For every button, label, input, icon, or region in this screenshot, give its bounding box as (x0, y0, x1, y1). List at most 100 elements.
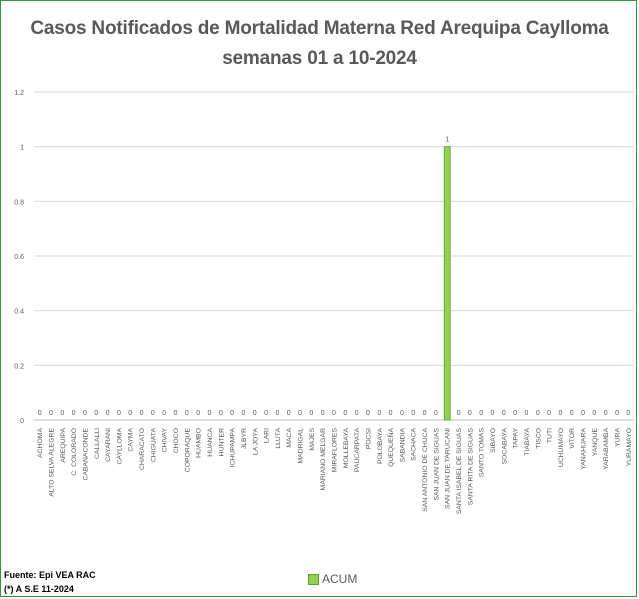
data-label: 0 (491, 410, 495, 417)
data-label: 0 (309, 410, 313, 417)
data-label: 0 (208, 410, 212, 417)
x-tick-label: TISCO (535, 428, 542, 449)
legend: ACUM (308, 572, 357, 586)
data-label: 0 (264, 410, 268, 417)
x-tick-label: YANQUE (592, 428, 599, 457)
data-label: 0 (230, 410, 234, 417)
data-label: 0 (219, 410, 223, 417)
data-label: 0 (457, 410, 461, 417)
x-tick-label: C. COLORADO (71, 428, 78, 476)
x-tick-label: MARIANO MELGAR (320, 428, 327, 490)
x-tick-label: CAYLLOMA (116, 428, 123, 465)
data-label: 0 (151, 410, 155, 417)
data-label: 0 (411, 410, 415, 417)
y-tick-label: 0.4 (14, 309, 24, 316)
data-label: 0 (60, 410, 64, 417)
data-label: 0 (241, 410, 245, 417)
x-tick-label: PAUCARPATA (354, 428, 361, 473)
data-label: 0 (479, 410, 483, 417)
data-label: 0 (626, 410, 630, 417)
x-tick-label: LLUTA (275, 428, 282, 449)
data-label: 0 (592, 410, 596, 417)
x-tick-label: UCHUMAYO (558, 428, 565, 467)
data-label: 0 (468, 410, 472, 417)
x-tick-label: HUAMBO (196, 428, 203, 458)
x-tick-label: YARABAMBA (603, 428, 610, 470)
data-label: 0 (196, 410, 200, 417)
x-tick-label: YANAHUARA (581, 428, 588, 470)
data-label: 0 (185, 410, 189, 417)
x-tick-label: LARI (264, 428, 271, 443)
x-tick-label: POLOBAYA (377, 428, 384, 464)
data-label: 0 (72, 410, 76, 417)
data-label: 0 (502, 410, 506, 417)
x-tick-label: YURAMAYO (626, 428, 633, 466)
source-date-note: (*) A S.E 11-2024 (4, 584, 74, 594)
x-tick-label: ALTO SELVA ALEGRE (48, 428, 55, 497)
data-label: 0 (524, 410, 528, 417)
data-label: 0 (434, 410, 438, 417)
data-label: 0 (117, 410, 121, 417)
x-tick-label: CAYMA (128, 428, 135, 452)
data-label: 0 (106, 410, 110, 417)
data-label: 0 (94, 410, 98, 417)
data-label: 0 (604, 410, 608, 417)
x-tick-label: MAJES (309, 428, 316, 451)
chart-title: Casos Notificados de Mortalidad Materna … (30, 18, 609, 39)
x-tick-label: MOLLEBAYA (343, 428, 350, 469)
data-label: 0 (140, 410, 144, 417)
x-tick-label: LA JOYA (252, 428, 259, 456)
data-label: 0 (377, 410, 381, 417)
x-tick-label: AREQUIPA (60, 428, 67, 463)
data-label: 1 (445, 137, 449, 144)
x-tick-label: ACHOMA (37, 428, 44, 458)
data-label: 0 (275, 410, 279, 417)
x-tick-label: CHOCO (173, 428, 180, 453)
x-tick-label: MIRAFLORES (332, 428, 339, 473)
x-tick-label: CHIVAY (162, 428, 169, 453)
x-tick-label: JLBYR (241, 428, 248, 449)
data-label: 0 (321, 410, 325, 417)
x-tick-label: SABANDIA (399, 428, 406, 463)
data-label: 0 (366, 410, 370, 417)
x-tick-label: CABANACONDE (82, 428, 89, 481)
x-tick-label: MADRIGAL (298, 428, 305, 464)
data-label: 0 (355, 410, 359, 417)
x-tick-label: COPORAQUE (184, 428, 191, 473)
data-label: 0 (513, 410, 517, 417)
x-tick-label: SAN JUAN DE SIGUAS (433, 428, 440, 501)
data-label: 0 (343, 410, 347, 417)
data-label: 0 (558, 410, 562, 417)
data-label: 0 (253, 410, 257, 417)
data-label: 0 (581, 410, 585, 417)
x-tick-label: SIBAYO (490, 428, 497, 453)
x-tick-label: SANTA RITA DE SIGUAS (467, 428, 474, 506)
data-label: 0 (83, 410, 87, 417)
x-tick-label: MACA (286, 428, 293, 448)
x-tick-label: TUTI (547, 428, 554, 443)
data-label: 0 (128, 410, 132, 417)
y-tick-label: 1.2 (14, 90, 24, 97)
x-tick-label: POCSI (365, 428, 372, 449)
x-tick-label: CALLALLI (94, 428, 101, 459)
x-tick-label: YURA (615, 428, 622, 447)
x-tick-label: QUEQUEÑA (386, 428, 395, 467)
x-tick-label: SOCABAYA (501, 428, 508, 465)
data-label: 0 (389, 410, 393, 417)
x-tick-label: SAN JUAN DE TARUCANI (445, 428, 452, 509)
data-label: 0 (298, 410, 302, 417)
y-tick-label: 0.2 (14, 363, 24, 370)
y-tick-label: 0.8 (14, 199, 24, 206)
data-label: 0 (400, 410, 404, 417)
data-label: 0 (287, 410, 291, 417)
data-label: 0 (547, 410, 551, 417)
data-label: 0 (162, 410, 166, 417)
y-tick-label: 0.6 (14, 254, 24, 261)
x-tick-label: CHARACATO (139, 428, 146, 470)
x-tick-label: SAN ANTONIO DE CHUCA (422, 428, 429, 512)
x-tick-label: SACHACA (411, 428, 418, 461)
x-tick-label: TIABAYA (524, 428, 531, 456)
x-tick-label: TAPAY (513, 428, 520, 449)
